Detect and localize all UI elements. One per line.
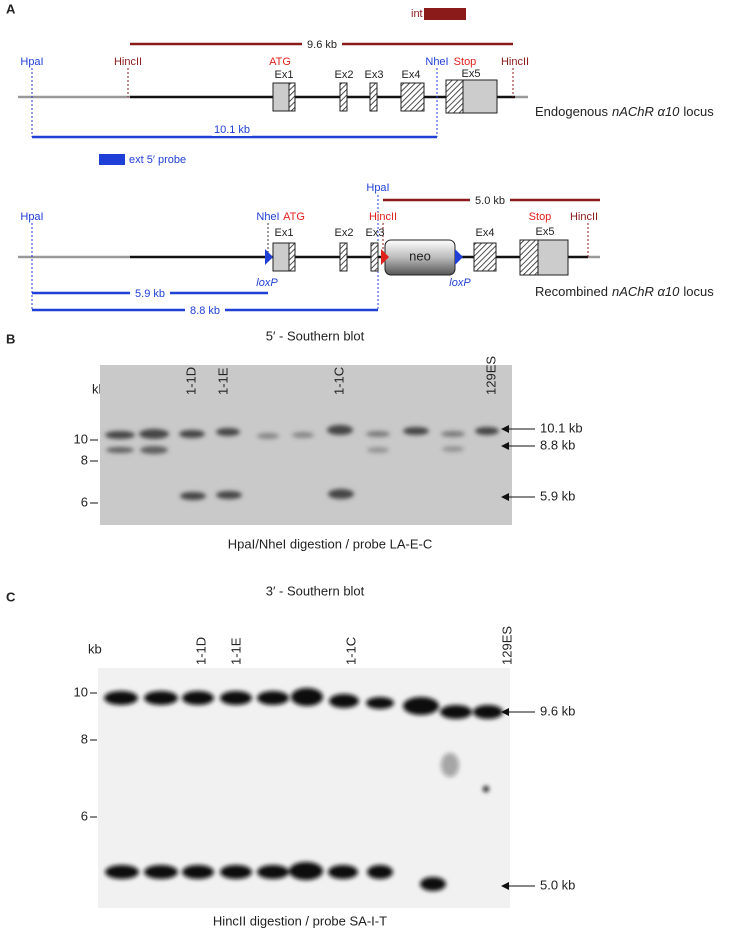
- site: HpaI: [20, 211, 43, 223]
- lane-label: 1-1C: [343, 637, 358, 665]
- marker: 6: [81, 808, 88, 823]
- lane-label: 129ES: [483, 356, 498, 395]
- loxp: loxP: [256, 277, 278, 289]
- panel-b: B 5′ - Southern blot kb 10 8 6 1-1D 1-1E…: [6, 328, 583, 551]
- exon: Ex2: [335, 227, 354, 239]
- site: HincII: [501, 56, 529, 68]
- cassette: neo: [409, 248, 431, 263]
- panel-label: A: [6, 1, 16, 16]
- site: NheI: [425, 56, 448, 68]
- site: ATG: [269, 56, 291, 68]
- panel-label: B: [6, 331, 15, 346]
- label: ext 5′ probe: [129, 154, 186, 166]
- site: HpaI: [366, 182, 389, 194]
- lane-label: 1-1D: [183, 367, 198, 395]
- lane-label: 1-1E: [215, 367, 230, 395]
- band-label: 8.8 kb: [540, 437, 575, 452]
- gel: [100, 365, 512, 525]
- exon: Ex5: [536, 226, 555, 238]
- site: HincII: [570, 211, 598, 223]
- exon: Ex5: [462, 68, 481, 80]
- lane-label: 1-1D: [193, 637, 208, 665]
- site: HpaI: [20, 56, 43, 68]
- unit: kb: [88, 641, 102, 656]
- caption: HpaI/NheI digestion / probe LA-E-C: [228, 536, 433, 551]
- label: 10.1 kb: [214, 124, 250, 136]
- recombined-locus: HpaI 5.0 kb HpaI NheI ATG HincII Stop Hi…: [18, 182, 714, 317]
- exon: Ex4: [402, 69, 421, 81]
- marker: 10: [74, 684, 88, 699]
- marker: 10: [74, 431, 88, 446]
- label: 5.9 kb: [135, 288, 165, 300]
- site: Stop: [454, 56, 477, 68]
- label: 8.8 kb: [190, 305, 220, 317]
- site: NheI: [256, 211, 279, 223]
- exon: Ex2: [335, 69, 354, 81]
- title: 3′ - Southern blot: [266, 583, 365, 598]
- site: HincII: [369, 211, 397, 223]
- endogenous-locus: int 3′ probe 9.6 kb HpaI HincII ATG NheI…: [18, 8, 714, 166]
- loxp: loxP: [449, 277, 471, 289]
- locus-label: Endogenous nAChR α10 locus: [535, 104, 714, 119]
- title: 5′ - Southern blot: [266, 328, 365, 343]
- band-label: 5.9 kb: [540, 488, 575, 503]
- site: HincII: [114, 56, 142, 68]
- site: Stop: [529, 211, 552, 223]
- lane-label: 1-1E: [228, 637, 243, 665]
- exon: Ex3: [366, 227, 385, 239]
- lane-label: 1-1C: [331, 367, 346, 395]
- label: 5.0 kb: [475, 195, 505, 207]
- exon: Ex1: [275, 69, 294, 81]
- probe: [99, 154, 125, 165]
- exon: Ex1: [275, 227, 294, 239]
- label: 9.6 kb: [307, 39, 337, 51]
- marker: 8: [81, 452, 88, 467]
- exon: Ex4: [476, 227, 495, 239]
- exon: Ex3: [365, 69, 384, 81]
- marker: 6: [81, 494, 88, 509]
- marker: 8: [81, 731, 88, 746]
- band-label: 10.1 kb: [540, 420, 583, 435]
- band-label: 9.6 kb: [540, 703, 575, 718]
- lane-label: 129ES: [499, 626, 514, 665]
- panel-label: C: [6, 589, 16, 604]
- site: ATG: [283, 211, 305, 223]
- locus-label: Recombined nAChR α10 locus: [535, 284, 714, 299]
- probe: [424, 8, 466, 20]
- band-label: 5.0 kb: [540, 877, 575, 892]
- panel-c: C 3′ - Southern blot kb 10 8 6 1-1D 1-1E…: [6, 583, 575, 928]
- caption: HincII digestion / probe SA-I-T: [213, 913, 387, 928]
